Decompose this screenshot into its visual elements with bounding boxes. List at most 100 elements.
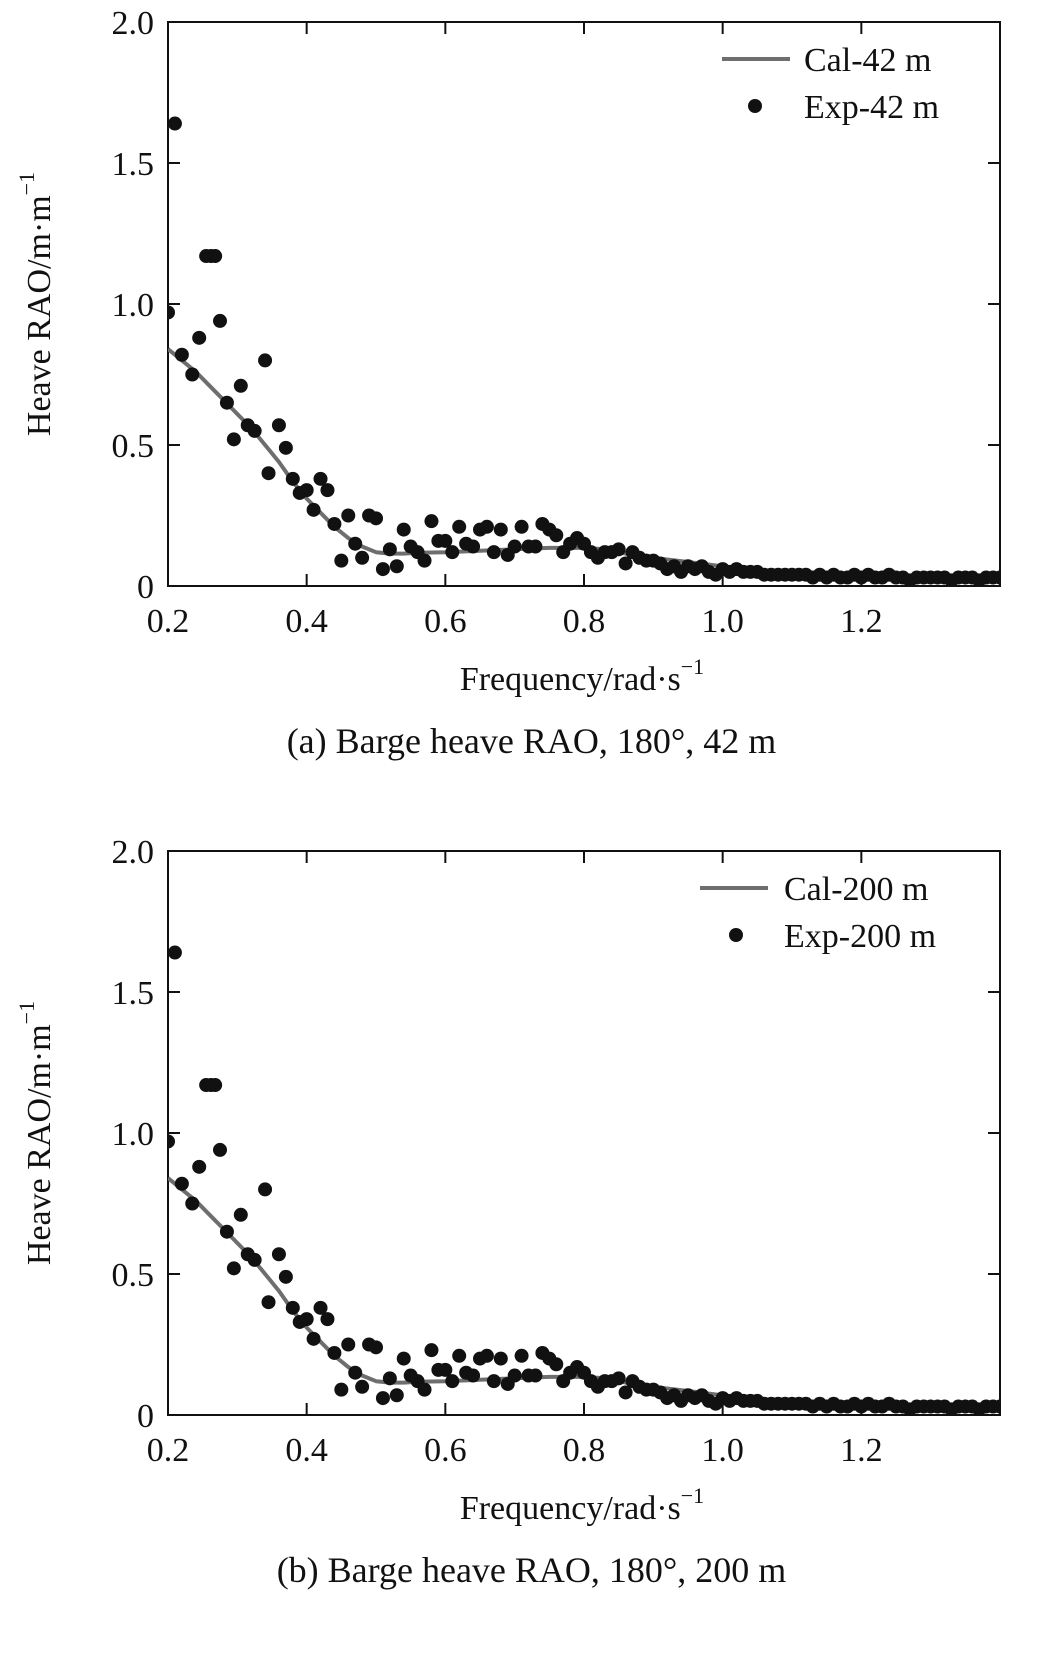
- data-point: [168, 116, 182, 131]
- data-point: [285, 471, 300, 486]
- data-point: [334, 1382, 349, 1397]
- y-axis-label: Heave RAO/m·m−1: [14, 1001, 58, 1265]
- data-point: [396, 522, 411, 537]
- legend-label-cal: Cal-42 m: [804, 42, 931, 79]
- data-point: [258, 1182, 273, 1197]
- data-point: [618, 1385, 633, 1400]
- data-point: [192, 330, 207, 345]
- legend-label-cal: Cal-200 m: [784, 871, 928, 908]
- chart-a: 0.2 0.4 0.6 0.8 1.0 1.2 0 0.5 1.0 1.5 2.0 Frequency…: [14, 5, 1001, 698]
- data-point: [479, 1348, 494, 1363]
- data-point: [341, 1337, 356, 1352]
- data-point: [174, 347, 189, 362]
- data-point: [452, 1348, 467, 1363]
- legend-label-exp: Exp-200 m: [784, 918, 936, 955]
- data-point: [528, 539, 543, 554]
- data-point: [233, 378, 248, 393]
- data-point: [611, 542, 626, 557]
- data-point: [208, 1078, 223, 1093]
- y-tick-label: 1.0: [112, 1116, 155, 1153]
- data-point: [611, 1371, 626, 1386]
- data-point: [233, 1207, 248, 1222]
- figure-a: 0.2 0.4 0.6 0.8 1.0 1.2 0 0.5 1.0 1.5 2.0 Frequency…: [14, 5, 1001, 761]
- data-point: [285, 1300, 300, 1315]
- data-point: [247, 423, 262, 438]
- data-point: [306, 502, 321, 517]
- x-tick-label: 1.2: [840, 603, 883, 640]
- x-tick-label: 0.8: [563, 1432, 606, 1469]
- y-tick-label: 1.5: [112, 975, 155, 1012]
- legend-point-swatch: [729, 928, 743, 942]
- data-point: [306, 1331, 321, 1346]
- data-point: [445, 545, 460, 560]
- data-point: [389, 559, 404, 574]
- y-axis-label: Heave RAO/m·m−1: [14, 172, 58, 436]
- data-point: [486, 545, 501, 560]
- data-point: [278, 1269, 293, 1284]
- data-point: [438, 533, 453, 548]
- data-point: [424, 514, 439, 529]
- x-tick-label: 0.6: [424, 1432, 467, 1469]
- data-point: [466, 1368, 481, 1383]
- data-point: [355, 550, 370, 565]
- x-tick-label: 0.6: [424, 603, 467, 640]
- data-point: [493, 1351, 508, 1366]
- data-point: [355, 1379, 370, 1394]
- data-point: [226, 1261, 241, 1276]
- data-point: [313, 1300, 328, 1315]
- legend-label-exp: Exp-42 m: [804, 89, 939, 126]
- data-point: [417, 1382, 432, 1397]
- x-tick-label: 1.2: [840, 1432, 883, 1469]
- x-tick-label: 0.4: [285, 1432, 328, 1469]
- data-point: [382, 542, 397, 557]
- x-axis-label: Frequency/rad·s−1: [460, 1483, 704, 1527]
- data-point: [445, 1374, 460, 1389]
- data-point: [213, 313, 227, 328]
- y-tick-label: 0: [137, 1398, 154, 1435]
- data-point: [369, 1340, 383, 1355]
- data-point: [213, 1142, 227, 1157]
- data-point: [192, 1159, 207, 1174]
- data-point: [334, 553, 349, 568]
- data-point: [486, 1374, 501, 1389]
- data-point: [185, 1196, 200, 1211]
- y-tick-label: 0.5: [112, 428, 155, 465]
- data-point: [348, 1365, 363, 1380]
- data-point: [271, 418, 286, 433]
- data-point: [219, 1224, 234, 1239]
- data-point: [375, 562, 390, 577]
- y-tick-label: 1.5: [112, 146, 155, 183]
- data-point: [396, 1351, 411, 1366]
- data-point: [313, 471, 328, 486]
- data-point: [258, 353, 273, 368]
- caption-a: (a) Barge heave RAO, 180°, 42 m: [286, 721, 777, 761]
- data-point: [452, 519, 467, 534]
- x-tick-label: 0.2: [147, 1432, 190, 1469]
- data-point: [327, 516, 342, 531]
- data-point: [438, 1362, 453, 1377]
- data-point: [219, 395, 234, 410]
- data-point: [271, 1247, 286, 1262]
- y-tick-label: 0.5: [112, 1257, 155, 1294]
- y-tick-label: 1.0: [112, 287, 155, 324]
- data-point: [261, 466, 276, 481]
- data-point: [375, 1391, 390, 1406]
- series-points-exp: [168, 116, 1000, 586]
- data-point: [466, 539, 481, 554]
- x-axis-label-sup: −1: [681, 654, 704, 679]
- y-axis-label-sup: −1: [14, 172, 39, 195]
- legend-point-swatch: [748, 99, 762, 113]
- chart-b: 0.2 0.4 0.6 0.8 1.0 1.2 0 0.5 1.0 1.5 2.0 Frequency…: [14, 834, 1001, 1527]
- data-point: [528, 1368, 543, 1383]
- data-point: [261, 1295, 276, 1310]
- data-point: [417, 553, 432, 568]
- data-point: [278, 440, 293, 455]
- x-tick-label: 0.8: [563, 603, 606, 640]
- data-point: [320, 1312, 335, 1327]
- data-point: [299, 483, 314, 498]
- data-point: [320, 483, 335, 498]
- x-tick-label: 1.0: [701, 603, 744, 640]
- data-point: [369, 511, 383, 526]
- data-point: [618, 556, 633, 571]
- data-point: [507, 539, 522, 554]
